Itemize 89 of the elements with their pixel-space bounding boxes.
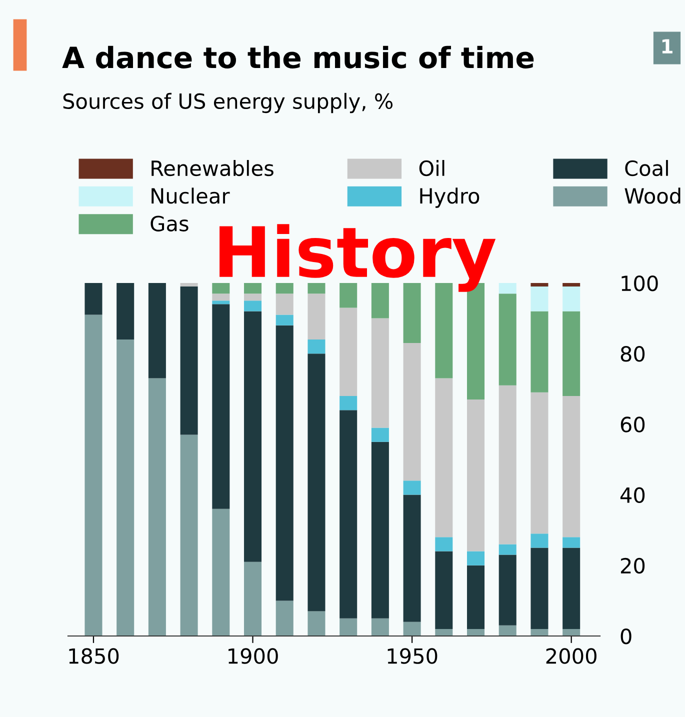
- x-tick-label: 1850: [69, 648, 119, 664]
- y-tick-label: 20: [620, 558, 645, 574]
- annotation: History: [220, 224, 496, 292]
- bar: [180, 283, 198, 287]
- bar: [467, 565, 485, 629]
- bar: [403, 494, 421, 622]
- bar: [371, 442, 389, 618]
- x-tick-label: 1900: [228, 648, 278, 664]
- bar: [84, 283, 102, 315]
- bar: [530, 548, 548, 629]
- bar: [467, 628, 485, 636]
- x-tick-label: 2000: [546, 648, 596, 664]
- bar: [244, 300, 262, 312]
- bar: [340, 410, 358, 618]
- bar: [244, 294, 262, 301]
- bar: [530, 311, 548, 392]
- legend-label: Gas: [150, 216, 188, 232]
- bar: [498, 385, 516, 544]
- bar: [530, 628, 548, 636]
- bar: [562, 283, 580, 287]
- bar: [530, 534, 548, 548]
- bar: [244, 311, 262, 562]
- bar: [435, 551, 453, 629]
- bar: [180, 434, 198, 636]
- bar: [498, 544, 516, 555]
- bar: [116, 339, 134, 636]
- bar: [180, 286, 198, 435]
- bar: [340, 396, 358, 410]
- chart-subtitle: Sources of US energy supply, %: [63, 92, 393, 114]
- bar: [308, 339, 326, 354]
- bar: [244, 283, 262, 294]
- bar: [84, 314, 102, 636]
- bar: [498, 294, 516, 386]
- bar: [562, 548, 580, 629]
- bar: [403, 622, 421, 636]
- bar: [562, 537, 580, 548]
- bar: [148, 378, 166, 636]
- bar: [371, 618, 389, 636]
- bar: [562, 286, 580, 312]
- bar: [116, 283, 134, 340]
- bar: [435, 628, 453, 636]
- bar: [435, 537, 453, 552]
- bar: [276, 314, 294, 326]
- bar: [276, 283, 294, 294]
- bar: [562, 396, 580, 538]
- bar: [212, 300, 230, 304]
- y-tick-label: 0: [620, 628, 632, 644]
- y-tick-label: 100: [622, 275, 658, 292]
- bar: [403, 480, 421, 495]
- bar: [276, 600, 294, 636]
- bar: [340, 308, 358, 396]
- bar: [371, 428, 389, 442]
- legend-label: Oil: [419, 160, 444, 176]
- bar: [498, 283, 516, 294]
- text: 1: [662, 39, 672, 54]
- bar: [435, 378, 453, 538]
- bar: [562, 311, 580, 396]
- bar: [212, 508, 230, 636]
- chart-title: A dance to the music of time: [62, 46, 534, 68]
- bar: [308, 294, 326, 340]
- legend-label: Coal: [625, 160, 668, 176]
- y-tick-label: 80: [620, 346, 645, 362]
- bar: [403, 343, 421, 481]
- bar: [467, 551, 485, 566]
- bar: [498, 554, 516, 626]
- bar: [467, 399, 485, 552]
- legend-label: Renewables: [152, 160, 274, 176]
- bar: [530, 286, 548, 312]
- bar: [371, 318, 389, 428]
- bar: [530, 392, 548, 534]
- bar: [340, 618, 358, 636]
- bar: [562, 628, 580, 636]
- bar: [308, 283, 326, 294]
- y-tick-label: 40: [620, 487, 645, 504]
- y-tick-label: 60: [620, 416, 645, 432]
- bar: [276, 325, 294, 601]
- legend-label: Wood: [624, 188, 680, 204]
- bar: [212, 304, 230, 509]
- bar: [308, 354, 326, 612]
- bar: [244, 562, 262, 636]
- bar: [276, 294, 294, 315]
- bar: [530, 283, 548, 287]
- legend-label: Nuclear: [152, 188, 230, 204]
- x-tick-label: 1950: [388, 648, 438, 664]
- bar: [212, 294, 230, 301]
- bar: [148, 283, 166, 378]
- bar: [308, 611, 326, 636]
- bar: [498, 625, 516, 636]
- legend-label: Hydro: [420, 188, 480, 208]
